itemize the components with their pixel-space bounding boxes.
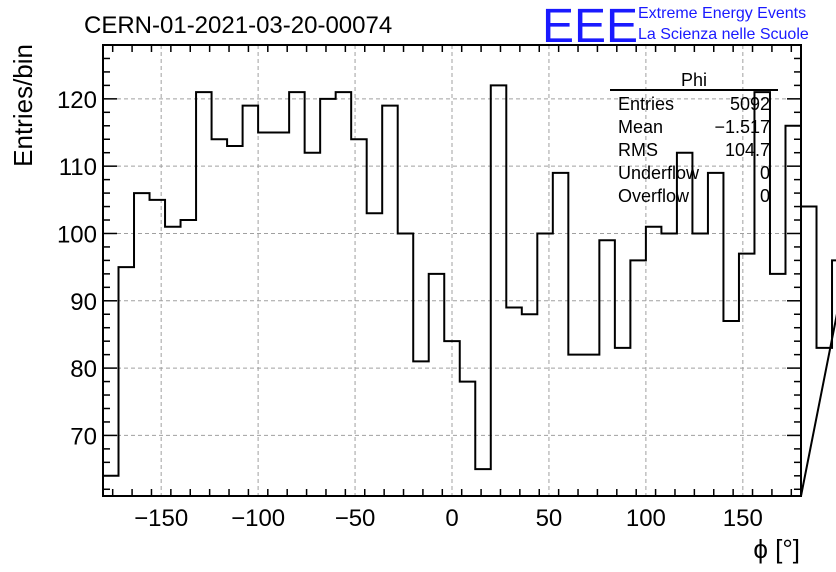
y-axis-label: Entries/bin [8,44,38,167]
x-tick-label: −50 [335,505,376,532]
stats-box: Phi Entries 5092 Mean −1.517 RMS 104.7 Underfl… [610,70,778,206]
x-tick-label: 50 [536,505,563,532]
y-axis-ticks: 70 80 90 100 110 120 [57,44,801,491]
x-tick-label: −150 [134,505,188,532]
eee-branding: EEE Extreme Energy Events La Scienza nel… [542,0,809,53]
x-axis-label: ϕ [°] [753,534,800,564]
stats-row-value: 0 [760,186,770,206]
plot-frame [102,44,802,497]
x-tick-label: −100 [231,505,285,532]
stats-row-value: 0 [760,163,770,183]
chart-title: CERN-01-2021-03-20-00074 [84,12,392,39]
x-tick-label: 150 [723,505,763,532]
brand-line-2: La Scienza nelle Scuole [638,26,809,43]
stats-row-value: −1.517 [714,117,770,137]
x-tick-label: 100 [626,505,666,532]
x-tick-label: 0 [445,505,458,532]
y-tick-label: 100 [57,221,97,248]
stats-row-value: 104.7 [725,140,770,160]
grid-lines [103,45,801,496]
stats-row-label: Mean [618,117,663,137]
histogram-outline [102,84,836,497]
y-tick-label: 120 [57,87,97,114]
stats-row-label: Entries [618,94,674,114]
y-tick-label: 70 [70,423,97,450]
y-tick-label: 110 [59,154,97,181]
y-tick-label: 90 [70,289,97,316]
stats-row-label: RMS [618,140,658,160]
y-tick-label: 80 [70,356,97,383]
x-axis-ticks: −150 −100 −50 0 50 100 150 [111,45,793,532]
stats-title: Phi [681,70,707,90]
brand-line-1: Extreme Energy Events [638,5,806,22]
stats-row-value: 5092 [730,94,770,114]
stats-row-label: Overflow [618,186,690,206]
stats-row-label: Underflow [618,163,700,183]
